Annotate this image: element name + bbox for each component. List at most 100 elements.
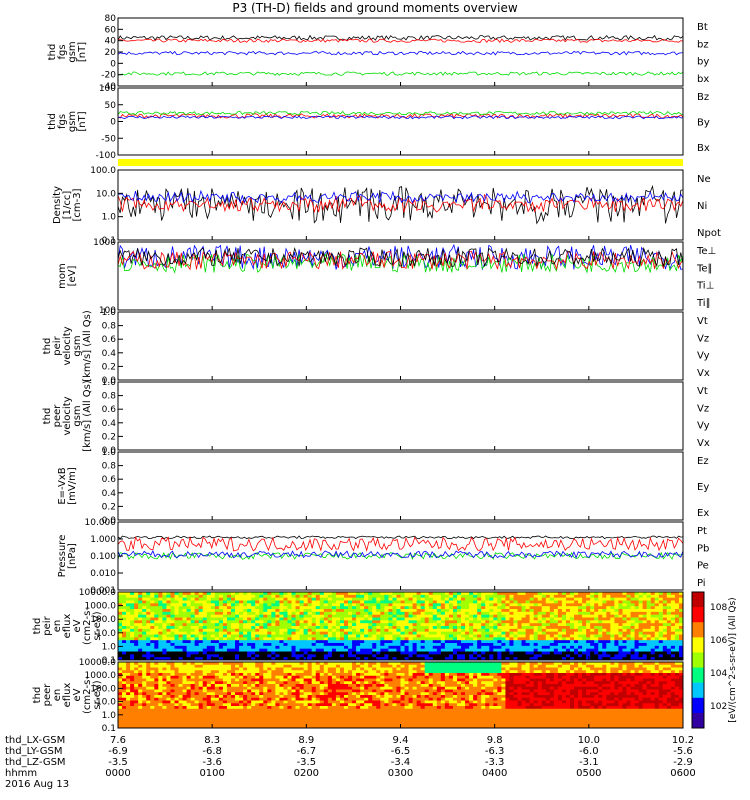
heatmap-cell	[469, 631, 474, 635]
heatmap-cell	[303, 697, 309, 701]
heatmap-cell	[590, 597, 595, 601]
heatmap-cell	[255, 695, 260, 699]
heatmap-cell	[642, 631, 648, 635]
heatmap-cell	[356, 640, 361, 644]
heatmap-cell	[130, 722, 135, 726]
heatmap-cell	[271, 600, 276, 604]
heatmap-cell	[138, 640, 143, 644]
y-axis-label: [mV/m]	[67, 467, 78, 505]
heatmap-cell	[630, 609, 636, 613]
heatmap-cell	[323, 711, 329, 715]
heatmap-cell	[368, 603, 373, 607]
heatmap-cell	[553, 597, 559, 601]
heatmap-cell	[239, 725, 244, 729]
heatmap-cell	[541, 600, 547, 604]
heatmap-cell	[521, 603, 527, 607]
heatmap-cell	[210, 651, 216, 655]
heatmap-cell	[339, 592, 345, 596]
heatmap-cell	[279, 614, 284, 618]
heatmap-cell	[331, 684, 337, 688]
heatmap-cell	[158, 692, 163, 696]
heatmap-cell	[388, 620, 393, 624]
heatmap-cell	[392, 631, 397, 635]
heatmap-cell	[428, 623, 434, 627]
heatmap-cell	[384, 614, 389, 618]
heatmap-cell	[339, 717, 345, 721]
heatmap-cell	[226, 626, 232, 630]
heatmap-cell	[557, 600, 563, 604]
y-axis-label: fgs	[57, 114, 68, 129]
heatmap-cell	[501, 603, 506, 607]
heatmap-cell	[311, 648, 317, 652]
heatmap-cell	[295, 700, 301, 704]
heatmap-cell	[493, 637, 498, 641]
heatmap-cell	[404, 626, 410, 630]
heatmap-cell	[214, 714, 220, 718]
heatmap-cell	[275, 725, 280, 729]
heatmap-cell	[303, 667, 309, 671]
heatmap-cell	[678, 617, 684, 621]
heatmap-cell	[138, 703, 143, 707]
heatmap-cell	[666, 648, 672, 652]
heatmap-cell	[118, 695, 123, 699]
heatmap-cell	[299, 703, 305, 707]
heatmap-cell	[154, 662, 159, 666]
heatmap-cell	[162, 703, 167, 707]
heatmap-cell	[295, 600, 301, 604]
heatmap-cell	[198, 614, 204, 618]
heatmap-cell	[271, 643, 276, 647]
heatmap-cell	[493, 654, 498, 658]
heatmap-cell	[465, 648, 470, 652]
heatmap-cell	[674, 654, 680, 658]
heatmap-cell	[541, 648, 547, 652]
y-tick-label: 20	[105, 48, 117, 58]
heatmap-cell	[174, 708, 180, 712]
heatmap-cell	[537, 617, 543, 621]
heatmap-cell	[174, 634, 180, 638]
heatmap-cell	[287, 620, 293, 624]
heatmap-cell	[150, 664, 155, 668]
heatmap-cell	[295, 689, 301, 693]
heatmap-cell	[267, 623, 272, 627]
heatmap-cell	[368, 651, 373, 655]
heatmap-cell	[400, 620, 406, 624]
heatmap-cell	[501, 617, 506, 621]
heatmap-cell	[412, 637, 418, 641]
heatmap-cell	[291, 648, 297, 652]
heatmap-cell	[416, 645, 422, 650]
heatmap-cell	[335, 675, 341, 679]
heatmap-cell	[218, 657, 224, 661]
heatmap-cell	[501, 597, 506, 601]
y-tick-label: 0	[110, 59, 116, 69]
heatmap-cell	[186, 678, 192, 682]
heatmap-cell	[279, 664, 284, 668]
heatmap-cell	[198, 623, 204, 627]
heatmap-cell	[190, 706, 196, 710]
heatmap-cell	[372, 606, 377, 610]
heatmap-cell	[235, 719, 240, 723]
heatmap-cell	[287, 664, 293, 668]
heatmap-cell	[473, 645, 478, 650]
y-axis-label: velocity	[62, 396, 73, 435]
heatmap-cell	[646, 645, 652, 650]
heatmap-cell	[339, 603, 345, 607]
heatmap-cell	[275, 611, 280, 616]
heatmap-cell	[190, 592, 196, 596]
heatmap-cell	[263, 711, 268, 715]
heatmap-cell	[666, 603, 672, 607]
heatmap-cell	[440, 643, 446, 647]
heatmap-cell	[678, 620, 684, 624]
heatmap-cell	[477, 628, 482, 633]
heatmap-cell	[473, 657, 478, 661]
heatmap-cell	[578, 609, 583, 613]
heatmap-cell	[662, 645, 668, 650]
heatmap-cell	[182, 692, 188, 696]
heatmap-cell	[444, 645, 450, 650]
heatmap-cell	[226, 614, 232, 618]
heatmap-cell	[287, 614, 293, 618]
heatmap-cell	[271, 700, 276, 704]
heatmap-cell	[335, 667, 341, 671]
heatmap-cell	[590, 637, 595, 641]
panel-temp	[117, 241, 684, 311]
heatmap-cell	[154, 628, 159, 633]
